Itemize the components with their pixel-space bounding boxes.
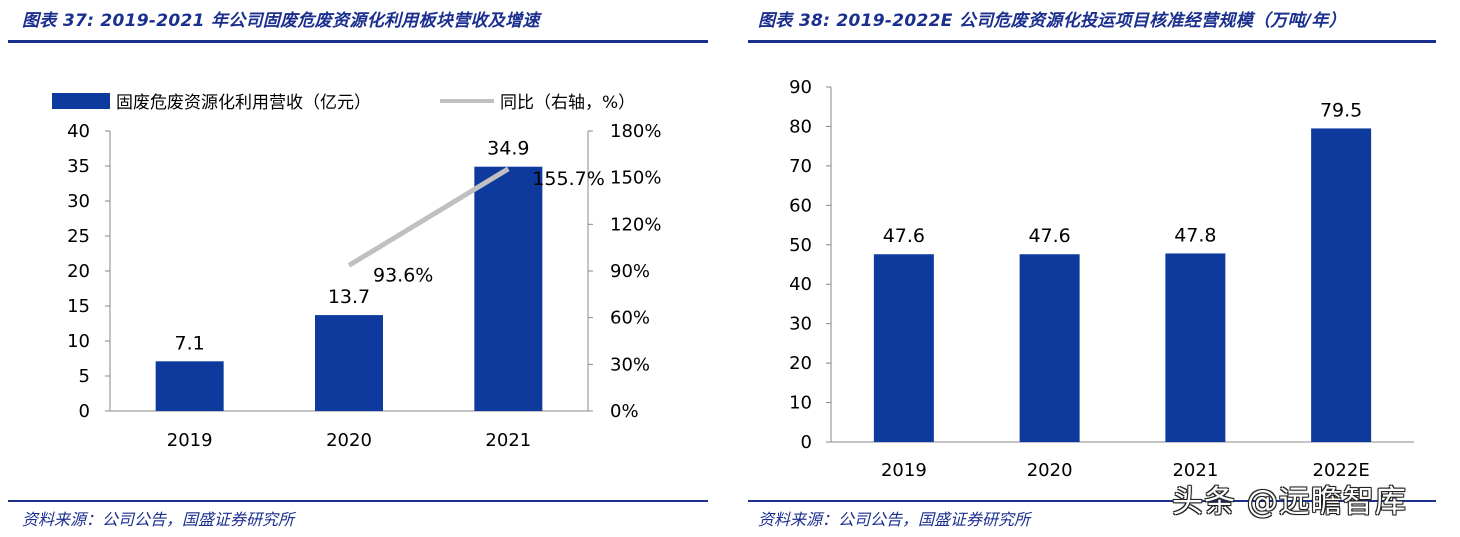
bar-value-label: 34.9 [487,138,529,160]
right-chart: 0 10 20 30 40 50 60 70 80 90 47.6 2019 47.6 2020 47.8 2… [789,77,1414,481]
x-tick-label: 2022E [1313,460,1370,481]
left-panel: 图表 37: 2019-2021 年公司固废危废资源化利用板块营收及增速 固废危… [0,0,712,537]
bar-value-label: 47.8 [1174,224,1216,246]
y-tick-label: 30 [67,191,90,212]
right-source-rule [748,500,1436,502]
y2-tick-label: 150% [610,168,661,189]
bar [1165,253,1226,442]
left-source-note: 资料来源：公司公告，国盛证券研究所 [22,510,295,529]
left-chart: 固废危废资源化利用营收（亿元） 同比（右轴，%） 0 5 10 15 20 25 30 35 40 0… [52,93,661,451]
y2-tick-label: 30% [610,354,650,375]
y-tick-label: 20 [67,261,90,282]
right-title-rule [748,40,1436,43]
y-tick-label: 40 [67,121,90,142]
y-tick-label: 70 [789,156,812,177]
bar [1311,128,1372,442]
left-chart-title: 图表 37: 2019-2021 年公司固废危废资源化利用板块营收及增速 [22,11,540,31]
y-tick-label: 60 [789,195,812,216]
bar-value-label: 79.5 [1320,99,1362,121]
bar-value-label: 7.1 [175,332,205,354]
yoy-line [347,166,510,268]
y2-tick-label: 60% [610,308,650,329]
bar-value-label: 47.6 [1028,225,1070,247]
y2-tick-label: 90% [610,261,650,282]
legend-bar-swatch [52,93,110,109]
legend-bar-label: 固废危废资源化利用营收（亿元） [116,93,371,113]
bar [1019,254,1080,442]
x-tick-label: 2019 [881,460,927,481]
y-tick-label: 0 [79,401,90,422]
x-tick-label: 2020 [326,430,372,451]
bar-value-label: 13.7 [328,286,370,308]
bar [315,315,383,411]
y-tick-label: 10 [789,393,812,414]
y-tick-label: 50 [789,235,812,256]
right-chart-title: 图表 38: 2019-2022E 公司危废资源化投运项目核准经营规模（万吨/年… [758,11,1347,31]
x-tick-label: 2020 [1027,460,1073,481]
y-tick-label: 90 [789,77,812,98]
y-tick-label: 80 [789,116,812,137]
yoy-value-label: 155.7% [532,168,604,190]
left-title-rule [8,40,708,43]
y-tick-label: 25 [67,226,90,247]
bar [873,254,934,442]
y-tick-label: 30 [789,314,812,335]
legend-line-label: 同比（右轴，%） [500,93,635,113]
x-tick-label: 2019 [167,430,213,451]
bar [474,166,543,411]
y2-tick-label: 0% [610,401,639,422]
y-tick-label: 20 [789,353,812,374]
left-source-rule [8,500,708,502]
right-source-note: 资料来源：公司公告，国盛证券研究所 [758,510,1031,529]
yoy-value-label: 93.6% [373,264,433,286]
y-tick-label: 15 [67,296,90,317]
x-tick-label: 2021 [485,430,531,451]
watermark-text: 头条 @远瞻智库 [1172,484,1407,520]
y-tick-label: 40 [789,274,812,295]
right-panel: 图表 38: 2019-2022E 公司危废资源化投运项目核准经营规模（万吨/年… [740,0,1440,537]
x-tick-label: 2021 [1172,460,1218,481]
y-tick-label: 35 [67,156,90,177]
bar [155,361,224,411]
y-tick-label: 10 [67,331,90,352]
y-tick-label: 5 [79,366,90,387]
bar-value-label: 47.6 [883,225,925,247]
y2-tick-label: 120% [610,214,661,235]
y2-tick-label: 180% [610,121,661,142]
y-tick-label: 0 [801,432,812,453]
